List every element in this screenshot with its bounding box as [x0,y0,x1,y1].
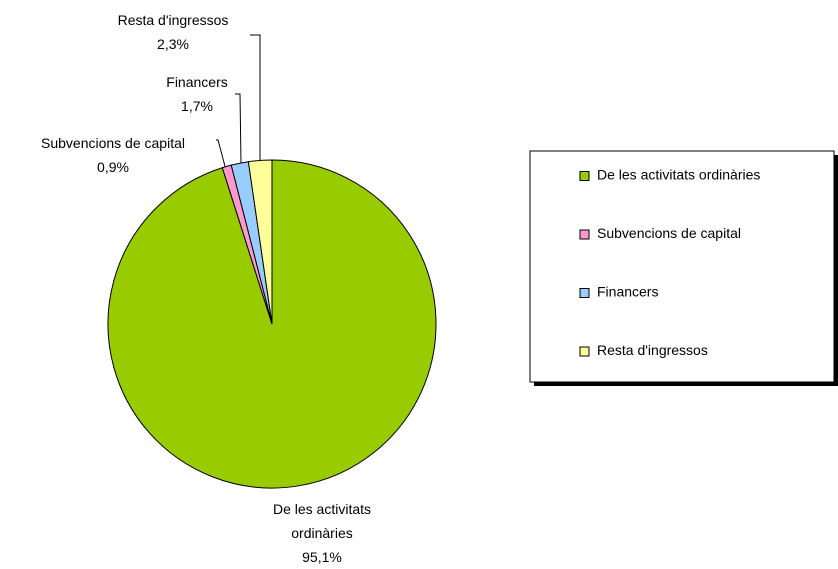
legend-label: Financers [597,284,658,300]
legend-swatch [579,229,590,240]
slice-label: Financers 1,7% [166,70,227,118]
slice-name: Financers [166,74,228,90]
leader-line [235,93,242,164]
slice-label: Resta d'ingressos 2,3% [118,8,229,56]
slice-name: De les activitats ordinàries [272,501,372,541]
slice-value: 95,1% [302,549,342,565]
legend-label: De les activitats ordinàries [597,167,760,183]
leader-line [250,34,261,162]
slice-label: De les activitats ordinàries 95,1% [257,497,387,569]
legend-swatch [579,346,590,357]
slice-value: 2,3% [157,36,189,52]
slice-value: 0,9% [97,159,129,175]
legend [529,150,835,383]
slice-name: Resta d'ingressos [117,12,229,28]
legend-label: Subvencions de capital [597,225,741,241]
slice-value: 1,7% [181,98,213,114]
pie-slice [247,159,273,325]
legend-label: Resta d'ingressos [597,342,708,358]
legend-swatch [579,288,590,298]
slice-label: Subvencions de capital 0,9% [41,131,185,179]
leader-line [216,139,227,171]
legend-swatch [579,171,590,181]
slice-name: Subvencions de capital [41,135,185,151]
